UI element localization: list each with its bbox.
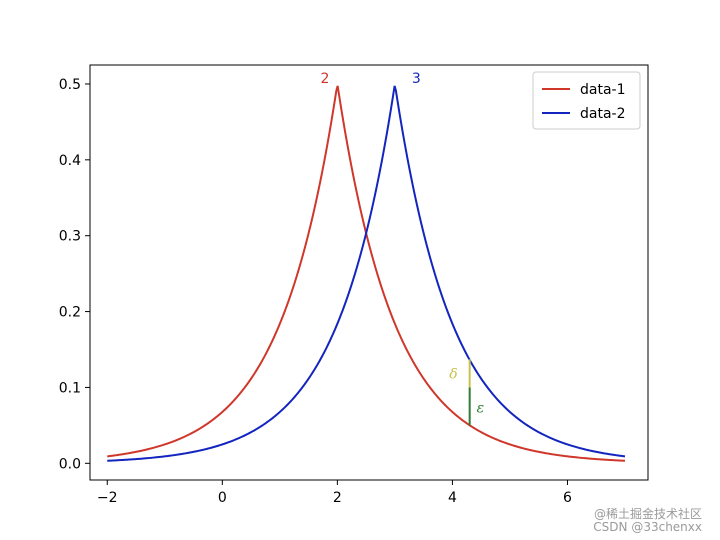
watermark-line-1: @稀土掘金技术社区 (594, 506, 702, 521)
peak-label-data-2: 3 (412, 71, 421, 87)
y-tick-label: 0.3 (59, 229, 81, 245)
legend: data-1 data-2 (532, 71, 641, 130)
legend-label-data-1: data-1 (580, 82, 626, 98)
x-tick-label: 4 (448, 490, 457, 506)
y-tick-label: 0.5 (59, 77, 81, 93)
legend-label-data-2: data-2 (580, 106, 626, 122)
x-tick-label: 0 (218, 490, 227, 506)
x-tick-label: 6 (563, 490, 572, 506)
plot-area: 2 3 δ ε (107, 71, 626, 462)
axes: −2 0 2 4 6 0.0 0.1 0.2 0.3 0.4 0.5 (59, 64, 649, 506)
epsilon-label: ε (477, 400, 485, 416)
delta-label: δ (449, 366, 457, 382)
axes-frame (89, 64, 649, 481)
y-tick-label: 0.0 (59, 456, 81, 472)
peak-label-data-1: 2 (320, 71, 329, 87)
y-tick-label: 0.1 (59, 380, 81, 396)
watermark: @稀土掘金技术社区 CSDN @33chenxx (593, 506, 702, 534)
series-line-data-2 (107, 85, 626, 462)
y-tick-label: 0.4 (59, 153, 81, 169)
legend-box (532, 71, 641, 130)
x-tick-label: −2 (97, 490, 118, 506)
watermark-line-2: CSDN @33chenxx (593, 520, 702, 534)
x-tick-label: 2 (333, 490, 342, 506)
y-tick-label: 0.2 (59, 305, 81, 321)
